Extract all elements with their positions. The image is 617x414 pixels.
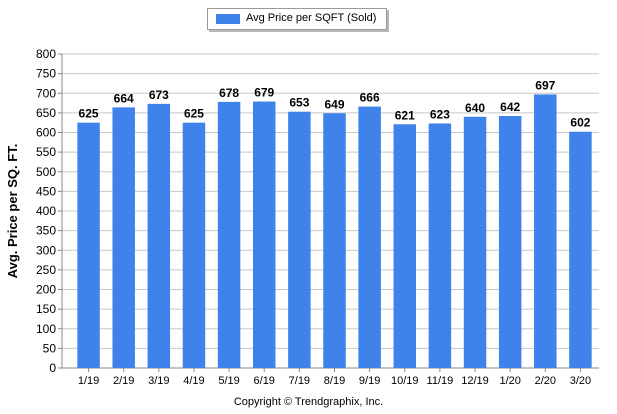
bar-value-label: 673 — [149, 88, 169, 102]
y-tick-label: 350 — [36, 224, 56, 238]
bar — [393, 124, 417, 368]
chart-legend: Avg Price per SQFT (Sold) — [207, 8, 387, 30]
x-tick-label: 8/19 — [324, 375, 345, 387]
copyright-footer: Copyright © Trendgraphix, Inc. — [233, 396, 384, 408]
y-tick-label: 750 — [36, 67, 56, 81]
bar-value-label: 602 — [570, 116, 590, 130]
bar-value-label: 679 — [254, 85, 274, 99]
bar-value-label: 664 — [114, 91, 134, 105]
x-tick-label: 3/19 — [148, 375, 169, 387]
bar — [147, 103, 171, 368]
x-tick-label: 11/19 — [427, 375, 454, 387]
bar-value-label: 621 — [395, 108, 415, 122]
y-tick-label: 650 — [36, 106, 56, 120]
bar — [77, 122, 100, 368]
bar — [323, 113, 346, 368]
y-tick-label: 200 — [36, 283, 56, 297]
x-tick-label: 6/19 — [254, 375, 275, 387]
bar — [252, 101, 276, 369]
y-tick-label: 400 — [36, 204, 56, 218]
bar — [288, 111, 311, 368]
bar — [428, 123, 452, 368]
x-tick-label: 2/19 — [113, 375, 134, 387]
y-tick-label: 600 — [36, 126, 56, 140]
x-tick-label: 10/19 — [391, 375, 419, 387]
legend-swatch — [216, 14, 240, 24]
bar-value-label: 666 — [360, 91, 380, 105]
x-tick-label: 3/20 — [570, 375, 591, 387]
x-tick-label: 4/19 — [183, 375, 204, 387]
y-tick-label: 150 — [36, 302, 56, 316]
x-tick-label: 9/19 — [359, 375, 380, 387]
bar-value-label: 678 — [219, 86, 239, 100]
y-tick-label: 50 — [43, 341, 57, 355]
y-tick-label: 0 — [49, 361, 56, 375]
y-tick-label: 800 — [36, 47, 56, 61]
y-axis-title: Avg. Price per SQ. FT. — [5, 144, 20, 279]
bar-value-label: 697 — [535, 78, 555, 92]
y-tick-label: 500 — [36, 165, 56, 179]
y-tick-label: 550 — [36, 145, 56, 159]
bar-value-label: 653 — [289, 96, 309, 110]
bar — [217, 101, 241, 368]
y-tick-label: 300 — [36, 243, 56, 257]
x-tick-label: 5/19 — [218, 375, 239, 387]
bar-value-label: 649 — [324, 97, 344, 111]
x-tick-label: 12/19 — [461, 375, 489, 387]
bar — [463, 116, 487, 368]
bar-value-label: 625 — [184, 107, 204, 121]
legend-label: Avg Price per SQFT (Sold) — [246, 12, 377, 24]
bar — [569, 131, 592, 368]
bar-value-label: 642 — [500, 100, 520, 114]
bar-value-label: 625 — [79, 107, 99, 121]
x-tick-label: 1/20 — [499, 375, 520, 387]
bar — [498, 116, 522, 368]
x-tick-label: 1/19 — [78, 375, 99, 387]
x-tick-label: 7/19 — [289, 375, 310, 387]
bar — [182, 122, 206, 368]
y-tick-label: 100 — [36, 322, 56, 336]
bar — [358, 106, 381, 368]
bar-value-label: 623 — [430, 107, 450, 121]
bar — [534, 94, 557, 369]
bar — [112, 107, 135, 368]
bar-value-label: 640 — [465, 101, 485, 115]
y-tick-label: 450 — [36, 184, 56, 198]
y-tick-label: 700 — [36, 86, 56, 100]
x-tick-label: 2/20 — [535, 375, 556, 387]
y-tick-label: 250 — [36, 263, 56, 277]
